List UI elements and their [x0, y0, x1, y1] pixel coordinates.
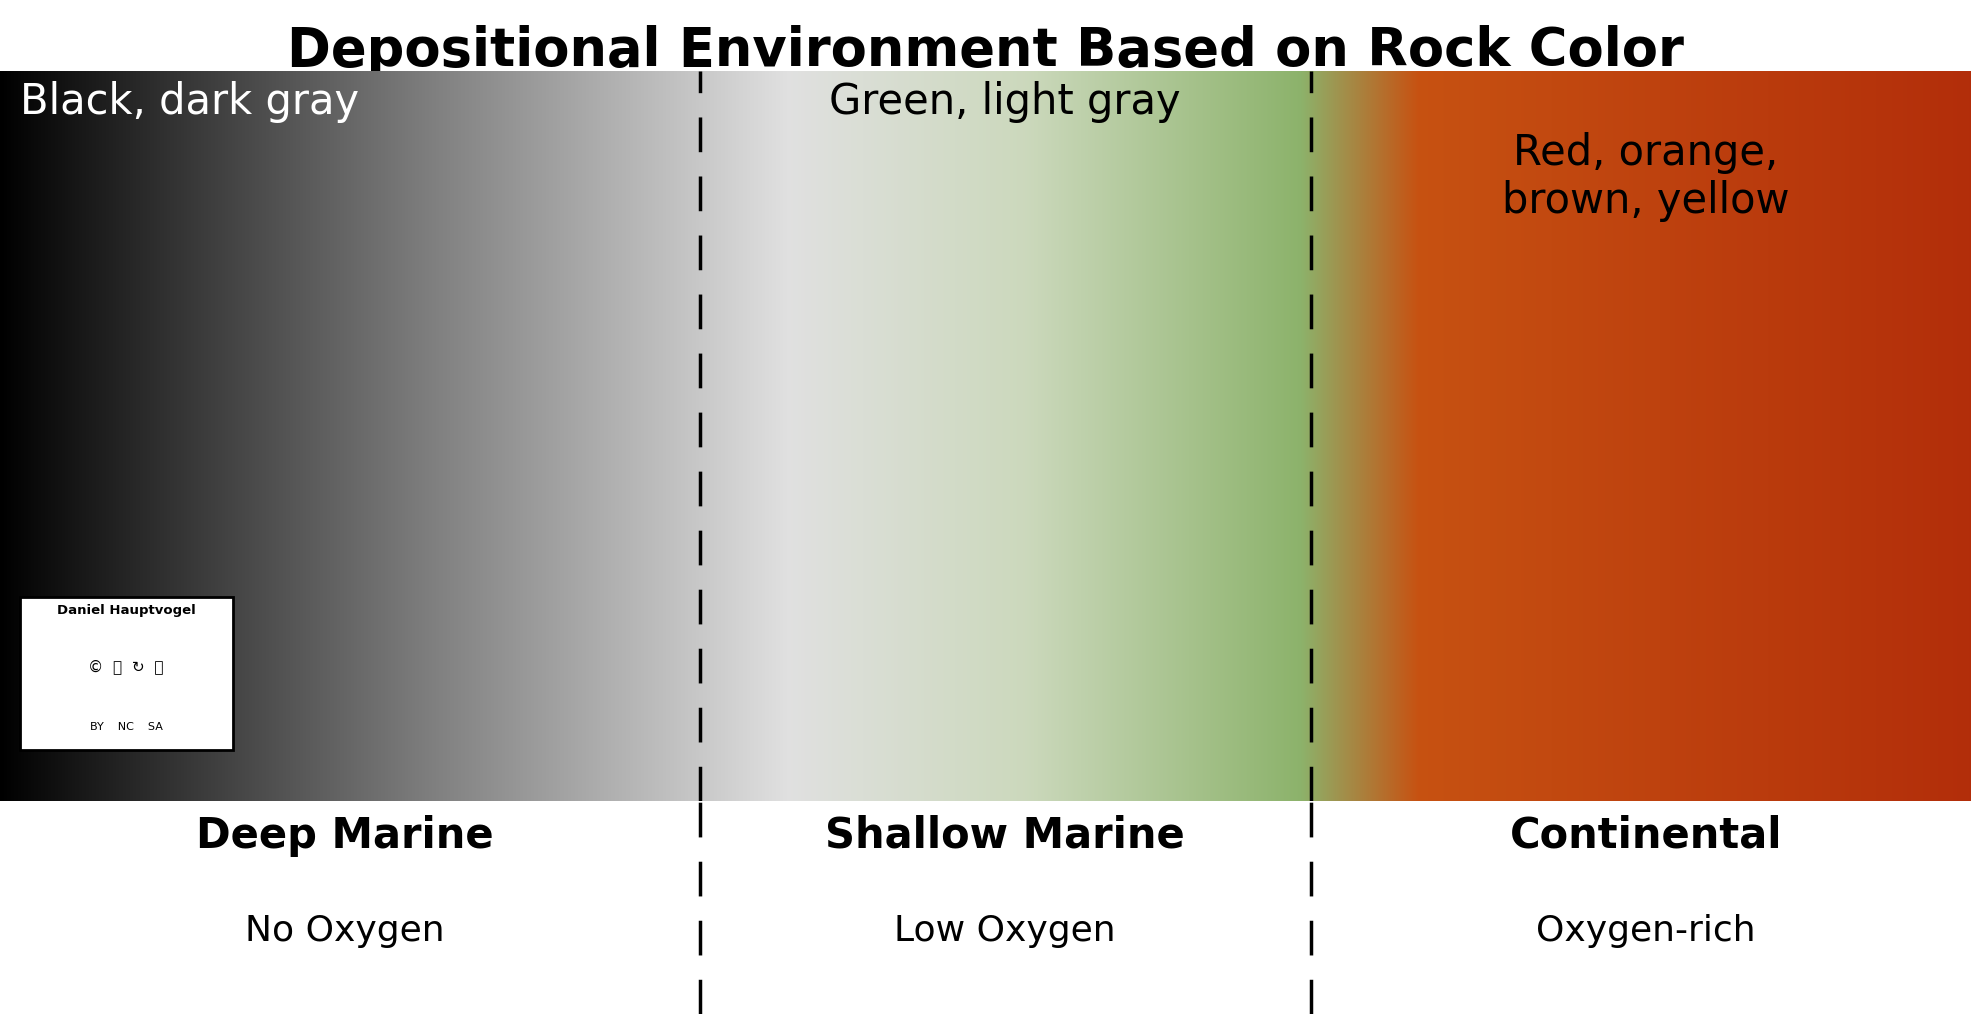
Text: Low Oxygen: Low Oxygen — [895, 914, 1116, 948]
Text: Shallow Marine: Shallow Marine — [826, 815, 1185, 857]
Text: BY    NC    SA: BY NC SA — [91, 722, 162, 732]
Text: Daniel Hauptvogel: Daniel Hauptvogel — [57, 604, 195, 617]
Text: Red, orange,
brown, yellow: Red, orange, brown, yellow — [1502, 132, 1790, 222]
FancyBboxPatch shape — [20, 596, 233, 750]
Text: ©  ⓘ  ↻  Ⓢ: © ⓘ ↻ Ⓢ — [89, 659, 164, 674]
Text: Black, dark gray: Black, dark gray — [20, 81, 359, 123]
Text: Green, light gray: Green, light gray — [830, 81, 1181, 123]
Text: No Oxygen: No Oxygen — [244, 914, 445, 948]
Text: Continental: Continental — [1510, 815, 1782, 857]
Text: Deep Marine: Deep Marine — [195, 815, 495, 857]
Text: Oxygen-rich: Oxygen-rich — [1535, 914, 1756, 948]
Text: Depositional Environment Based on Rock Color: Depositional Environment Based on Rock C… — [288, 25, 1683, 77]
